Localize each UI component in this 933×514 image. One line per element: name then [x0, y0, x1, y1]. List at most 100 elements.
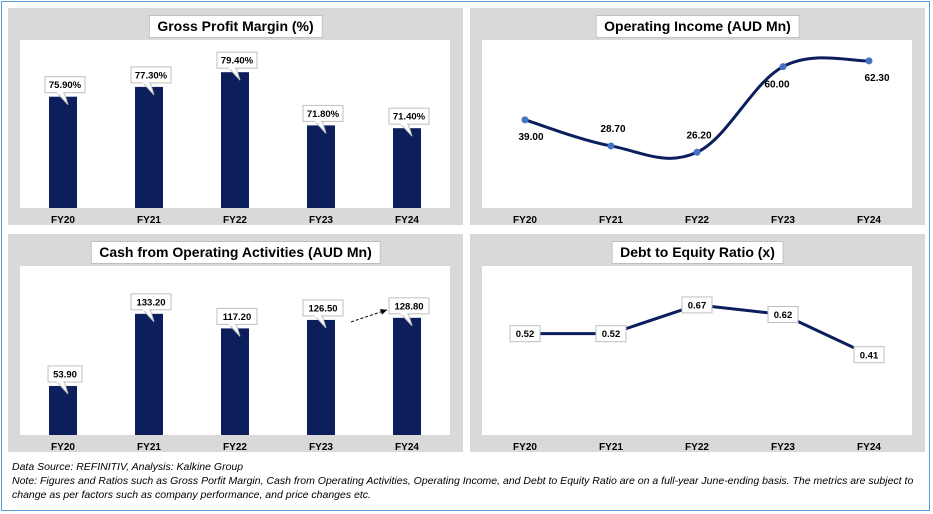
data-label-text: 0.52 [516, 329, 535, 340]
data-label: 0.52 [509, 325, 541, 343]
label-box [47, 365, 83, 383]
bar-fy20 [49, 385, 77, 435]
label-box [216, 51, 258, 69]
chart-title: Operating Income (AUD Mn) [595, 15, 800, 38]
x-tick-label: FY22 [685, 442, 709, 452]
data-label: 53.90 [47, 365, 83, 395]
x-tick-label: FY20 [51, 442, 75, 452]
data-point-fy21 [607, 142, 615, 150]
data-label: 79.40% [216, 51, 258, 81]
data-label: 128.80 [388, 297, 430, 327]
label-box [509, 325, 541, 343]
cash-from-operations-panel: 53.90 FY20 133.20 FY21 117.20 FY22 126.50 FY23 1… [8, 234, 463, 452]
chart-title: Gross Profit Margin (%) [148, 15, 323, 38]
label-box [681, 296, 713, 314]
chart-title: Debt to Equity Ratio (x) [611, 241, 784, 264]
bar-fy22 [221, 328, 249, 435]
label-box [853, 346, 885, 364]
x-tick-label: FY23 [309, 215, 333, 225]
data-point-fy23 [779, 63, 787, 71]
label-box [44, 76, 86, 94]
methodology-note: Note: Figures and Ratios such as Gross P… [12, 475, 914, 501]
data-label-text: 0.52 [602, 329, 621, 340]
x-tick-label: FY21 [599, 442, 623, 452]
x-tick-label: FY21 [599, 215, 623, 225]
data-label: 0.67 [681, 296, 713, 314]
x-tick-label: FY21 [137, 215, 161, 225]
gross-profit-margin-chart: 75.90% FY20 77.30% FY21 79.40% FY22 71.80% FY23… [44, 51, 430, 225]
data-label: 0.41 [853, 346, 885, 364]
debt-to-equity-plot-area [482, 266, 912, 435]
label-box [302, 104, 344, 122]
data-label: 0.62 [767, 306, 799, 323]
data-label-text: 71.80% [307, 109, 340, 120]
label-box [595, 325, 627, 343]
data-label: 26.20 [686, 130, 711, 141]
data-label: 71.40% [388, 107, 430, 137]
data-source-note: Data Source: REFINITIV, Analysis: Kalkin… [12, 461, 244, 473]
data-label-text: 117.20 [223, 312, 252, 323]
trend-arrow-line [350, 309, 388, 323]
gross-profit-margin-panel: 75.90% FY20 77.30% FY21 79.40% FY22 71.80% FY23… [8, 8, 463, 225]
x-tick-label: FY21 [137, 442, 161, 452]
data-label: 77.30% [130, 66, 172, 96]
operating-income-chart: 39.00 28.70 26.20 60.00 62.30 FY20 FY21 FY22 FY2… [513, 56, 890, 225]
data-label: 75.90% [44, 76, 86, 106]
bar-fy24 [393, 128, 421, 208]
data-label-text: 133.20 [136, 297, 165, 308]
bar-fy24 [393, 317, 421, 435]
data-label-text: 79.40% [221, 56, 254, 67]
data-label-text: 0.41 [860, 350, 879, 361]
x-tick-label: FY24 [857, 442, 881, 452]
chart-title: Cash from Operating Activities (AUD Mn) [90, 241, 381, 264]
data-label-text: 0.67 [688, 300, 707, 311]
bar-fy21 [135, 86, 163, 208]
debt-to-equity-panel: 0.52 0.52 0.67 0.62 0.41 FY20 FY21 FY22 FY23 FY24… [470, 234, 925, 452]
bar-fy22 [221, 72, 249, 208]
data-label: 0.52 [595, 325, 627, 343]
data-label-text: 75.90% [49, 80, 82, 91]
label-box [130, 66, 172, 84]
data-label: 71.80% [302, 104, 344, 134]
data-label: 39.00 [518, 132, 543, 143]
label-box [767, 306, 799, 323]
x-tick-label: FY23 [309, 442, 333, 452]
x-tick-label: FY22 [685, 215, 709, 225]
label-box [388, 107, 430, 125]
operating-income-plot-area [482, 40, 912, 208]
data-point-fy22 [693, 148, 701, 156]
bar-fy20 [49, 96, 77, 208]
data-label-text: 53.90 [53, 369, 77, 380]
bar-fy23 [307, 125, 335, 208]
data-label: 62.30 [864, 73, 889, 84]
data-label-text: 126.50 [308, 303, 337, 314]
data-label: 117.20 [216, 307, 258, 337]
x-tick-label: FY24 [857, 215, 881, 225]
bar-fy23 [307, 319, 335, 435]
data-label: 60.00 [764, 80, 789, 91]
x-tick-label: FY20 [513, 215, 537, 225]
data-label-text: 77.30% [135, 70, 168, 81]
data-point-fy20 [521, 116, 529, 124]
x-tick-label: FY24 [395, 442, 419, 452]
x-tick-label: FY20 [513, 442, 537, 452]
cash-from-operations-chart: 53.90 FY20 133.20 FY21 117.20 FY22 126.50 FY23 1… [47, 293, 430, 452]
x-tick-label: FY22 [223, 442, 247, 452]
footnotes: Data Source: REFINITIV, Analysis: Kalkin… [12, 460, 917, 502]
x-tick-label: FY23 [771, 215, 795, 225]
trend-arrow-head [380, 308, 387, 315]
x-tick-label: FY22 [223, 215, 247, 225]
x-tick-label: FY24 [395, 215, 419, 225]
data-point-fy24 [865, 57, 873, 65]
series-line [524, 56, 870, 160]
data-label: 28.70 [600, 124, 625, 135]
label-box [302, 299, 344, 317]
data-label: 126.50 [302, 299, 344, 329]
data-label-text: 71.40% [393, 112, 426, 123]
label-box [130, 293, 172, 311]
x-tick-label: FY20 [51, 215, 75, 225]
label-box [216, 307, 258, 325]
label-box [388, 297, 430, 315]
operating-income-panel: 39.00 28.70 26.20 60.00 62.30 FY20 FY21 FY22 FY2… [470, 8, 925, 225]
